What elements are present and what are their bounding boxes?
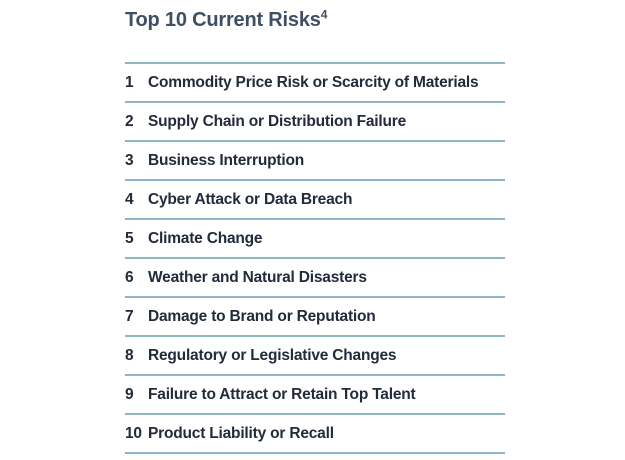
risk-label: Failure to Attract or Retain Top Talent (148, 385, 416, 403)
risk-label: Regulatory or Legislative Changes (148, 346, 397, 364)
risk-rank: 6 (125, 268, 134, 286)
risk-label: Supply Chain or Distribution Failure (148, 112, 407, 130)
table-row: 5 Climate Change (125, 218, 505, 257)
risk-label: Business Interruption (148, 151, 304, 169)
figure-title: Top 10 Current Risks4 (125, 8, 505, 32)
risk-rank: 5 (125, 229, 134, 247)
risk-rank: 7 (125, 307, 134, 325)
risk-rank: 9 (125, 385, 134, 403)
risk-table-body: 1 Commodity Price Risk or Scarcity of Ma… (125, 62, 505, 454)
table-row: 7 Damage to Brand or Reputation (125, 296, 505, 335)
risk-rank: 8 (125, 346, 134, 364)
risk-rank: 1 (125, 73, 134, 91)
risk-label: Cyber Attack or Data Breach (148, 190, 353, 208)
table-row: 4 Cyber Attack or Data Breach (125, 179, 505, 218)
risk-label: Commodity Price Risk or Scarcity of Mate… (148, 73, 479, 91)
risk-rank: 2 (125, 112, 134, 130)
table-row: 10 Product Liability or Recall (125, 413, 505, 454)
table-row: 1 Commodity Price Risk or Scarcity of Ma… (125, 62, 505, 101)
table-row: 3 Business Interruption (125, 140, 505, 179)
risk-rank: 10 (125, 424, 142, 442)
risk-label: Climate Change (148, 229, 263, 247)
figure-title-text: Top 10 Current Risks (125, 9, 321, 31)
risk-label: Product Liability or Recall (148, 424, 334, 442)
footnote-reference: 4 (320, 7, 328, 22)
risk-label: Damage to Brand or Reputation (148, 307, 376, 325)
risk-rank: 4 (125, 190, 134, 208)
risk-rank: 3 (125, 151, 134, 169)
table-row: 2 Supply Chain or Distribution Failure (125, 101, 505, 140)
top-10-current-risks-figure: Top 10 Current Risks4 1 Commodity Price … (125, 0, 505, 454)
table-row: 6 Weather and Natural Disasters (125, 257, 505, 296)
risk-label: Weather and Natural Disasters (148, 268, 367, 286)
table-row: 9 Failure to Attract or Retain Top Talen… (125, 374, 505, 413)
table-row: 8 Regulatory or Legislative Changes (125, 335, 505, 374)
